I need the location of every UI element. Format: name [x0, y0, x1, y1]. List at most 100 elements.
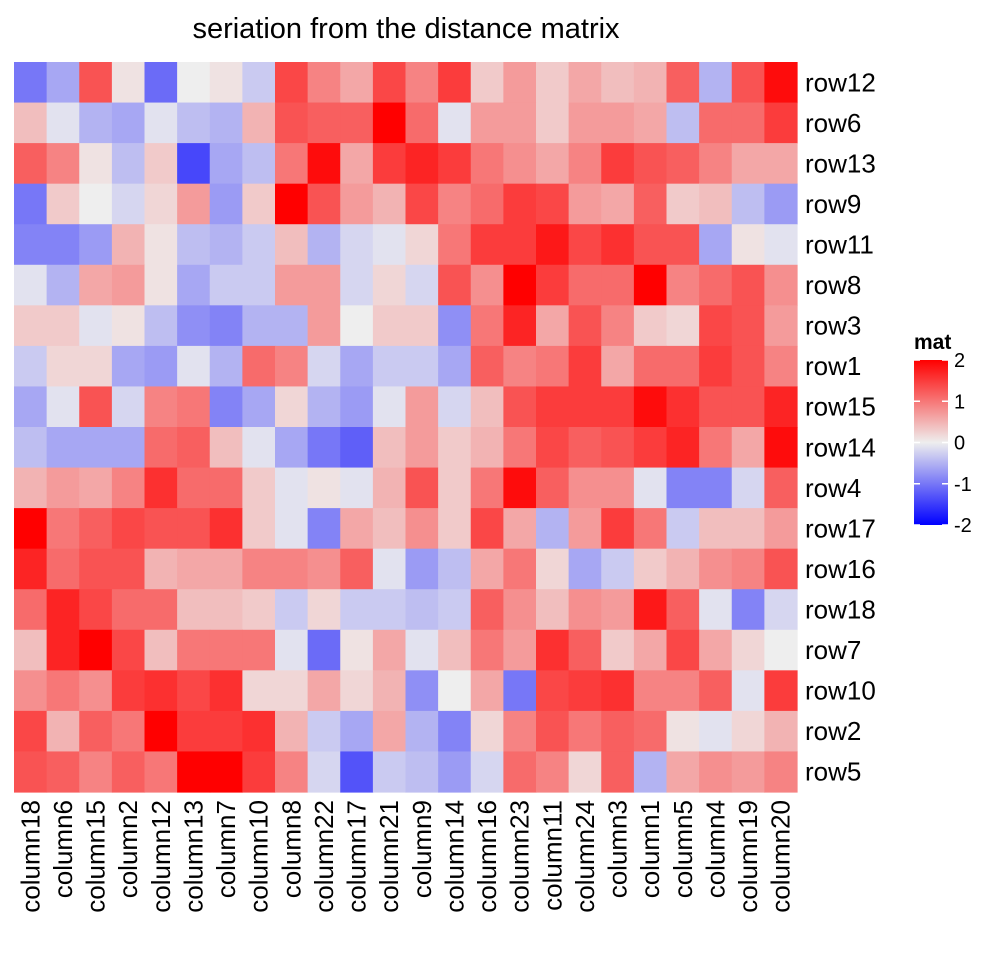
heatmap-cell: [46, 670, 80, 712]
heatmap-cell: [666, 629, 700, 671]
heatmap-cell: [209, 467, 243, 509]
heatmap-cell: [340, 508, 374, 550]
heatmap-cell: [177, 224, 211, 266]
heatmap-cell: [242, 183, 276, 225]
heatmap-cell: [242, 143, 276, 185]
heatmap-cell: [242, 508, 276, 550]
heatmap-cell: [699, 710, 733, 753]
heatmap-cell: [764, 751, 798, 793]
heatmap-cell: [79, 589, 113, 631]
heatmap-cell: [699, 264, 733, 306]
heatmap-cell: [14, 589, 48, 631]
heatmap-cell: [568, 143, 602, 185]
heatmap-cell: [177, 183, 211, 225]
heatmap-cell: [503, 589, 537, 631]
heatmap-cell: [601, 62, 635, 104]
heatmap-cell: [46, 102, 80, 144]
row-label: row9: [805, 189, 861, 219]
heatmap-cell: [764, 710, 798, 753]
heatmap-cell: [503, 548, 537, 590]
heatmap-cell: [111, 183, 146, 225]
heatmap-cell: [666, 264, 700, 306]
heatmap-cell: [405, 710, 439, 753]
heatmap-cell: [177, 670, 211, 712]
heatmap-cell: [666, 102, 700, 144]
heatmap-cell: [79, 386, 113, 428]
heatmap-cell: [79, 427, 113, 469]
heatmap-cell: [699, 345, 733, 388]
heatmap-cell: [470, 264, 504, 306]
heatmap-cell: [405, 629, 439, 671]
heatmap-cell: [470, 224, 504, 266]
heatmap-cell: [568, 589, 602, 631]
heatmap-cell: [568, 183, 602, 225]
heatmap-cell: [633, 102, 668, 144]
heatmap-cell: [633, 305, 668, 347]
heatmap-cell: [731, 102, 765, 144]
heatmap-cell: [79, 224, 113, 266]
heatmap-cell: [275, 589, 309, 631]
heatmap-cell: [144, 710, 178, 753]
heatmap-cell: [144, 264, 178, 306]
heatmap-cell: [46, 629, 80, 671]
heatmap-cell: [731, 670, 765, 712]
column-label: column13: [178, 800, 208, 913]
heatmap-cell: [307, 467, 341, 509]
column-label: column23: [505, 800, 535, 913]
heatmap-cell: [470, 62, 504, 104]
heatmap-cell: [307, 386, 341, 428]
heatmap-cell: [536, 670, 570, 712]
heatmap-cell: [177, 264, 211, 306]
heatmap-cell: [536, 427, 570, 469]
row-label: row18: [805, 595, 876, 625]
heatmap-cell: [307, 710, 341, 753]
heatmap-cell: [568, 629, 602, 671]
heatmap-cell: [536, 62, 570, 104]
heatmap-cell: [79, 548, 113, 590]
heatmap-cell: [275, 508, 309, 550]
column-label: column9: [407, 800, 437, 898]
heatmap-cell: [144, 305, 178, 347]
heatmap-cell: [46, 589, 80, 631]
heatmap-cell: [144, 62, 178, 104]
heatmap-cell: [536, 264, 570, 306]
heatmap-cell: [79, 183, 113, 225]
heatmap-cell: [340, 345, 374, 388]
heatmap-cell: [568, 102, 602, 144]
row-label: row3: [805, 311, 861, 341]
heatmap-cell: [601, 386, 635, 428]
heatmap-cell: [14, 224, 48, 266]
heatmap-cell: [307, 264, 341, 306]
heatmap-cell: [764, 345, 798, 388]
heatmap-cell: [764, 305, 798, 347]
heatmap-cell: [307, 345, 341, 388]
heatmap-cell: [14, 62, 48, 104]
heatmap-cell: [340, 589, 374, 631]
heatmap-cell: [209, 143, 243, 185]
heatmap-cell: [372, 751, 407, 793]
heatmap-cell: [633, 629, 668, 671]
column-label: column21: [374, 800, 404, 913]
heatmap-cell: [568, 427, 602, 469]
heatmap-cell: [764, 629, 798, 671]
column-label: column7: [211, 800, 241, 898]
heatmap-cell: [242, 345, 276, 388]
heatmap-cell: [307, 670, 341, 712]
heatmap-cell: [111, 386, 146, 428]
heatmap-cell: [177, 143, 211, 185]
heatmap-cell: [470, 710, 504, 753]
heatmap-cell: [503, 670, 537, 712]
heatmap-cell: [731, 629, 765, 671]
heatmap-cell: [503, 345, 537, 388]
row-label: row11: [805, 230, 874, 260]
legend-tick-label: 2: [954, 350, 965, 372]
column-label: column18: [15, 800, 45, 913]
heatmap-cell: [242, 386, 276, 428]
heatmap-cell: [601, 305, 635, 347]
heatmap-cell: [666, 62, 700, 104]
heatmap-cell: [242, 751, 276, 793]
heatmap-cell: [340, 467, 374, 509]
heatmap-cell: [209, 224, 243, 266]
heatmap-cell: [536, 548, 570, 590]
